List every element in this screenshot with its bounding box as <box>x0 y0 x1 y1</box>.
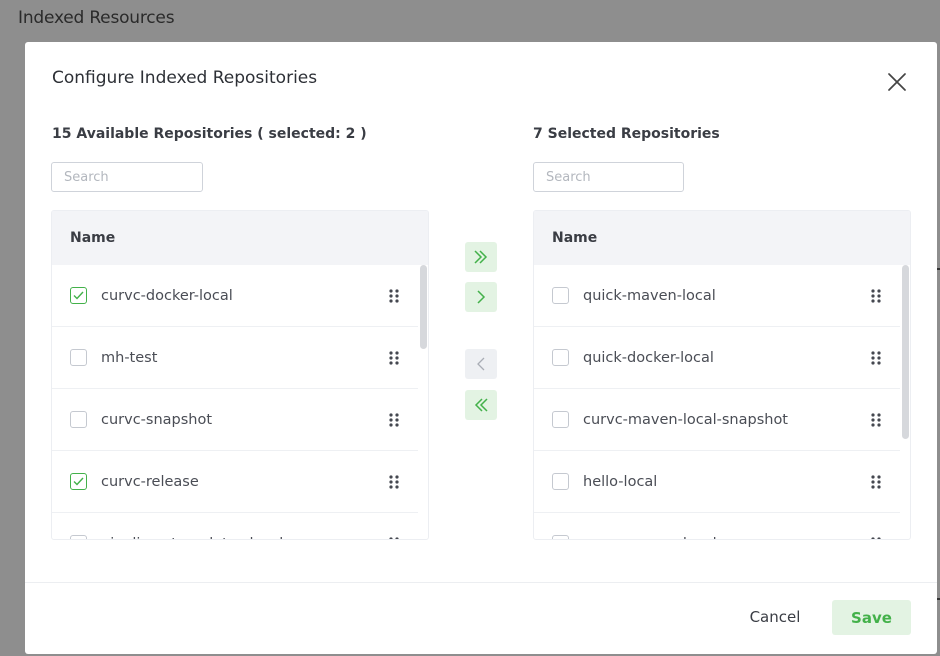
row-label: pipelines-templates-local <box>101 536 283 540</box>
available-scrollbar[interactable] <box>420 265 427 349</box>
close-icon[interactable] <box>884 69 910 95</box>
configure-repositories-dialog: Configure Indexed Repositories 15 Availa… <box>25 42 937 654</box>
row-checkbox[interactable] <box>552 535 569 539</box>
list-item[interactable]: quick-maven-local <box>534 265 900 327</box>
drag-handle-icon[interactable] <box>870 537 882 540</box>
selected-scrollbar[interactable] <box>902 265 909 439</box>
chevron-left-icon <box>477 357 485 371</box>
drag-handle-icon[interactable] <box>388 475 400 489</box>
row-checkbox[interactable] <box>552 473 569 490</box>
row-checkbox[interactable] <box>70 535 87 539</box>
list-item[interactable]: hello-local <box>534 451 900 513</box>
list-item[interactable]: curvc-release <box>52 451 418 513</box>
drag-handle-icon[interactable] <box>388 351 400 365</box>
background-edge-mark <box>937 598 940 600</box>
row-label: curvc-snapshot <box>101 411 213 428</box>
row-label: curvc-maven-local <box>583 536 717 540</box>
double-chevron-left-icon <box>474 398 488 412</box>
row-label: curvc-maven-local-snapshot <box>583 411 788 428</box>
selected-rows[interactable]: quick-maven-local quick-docker-local cur… <box>534 265 910 540</box>
chevron-right-icon <box>477 290 486 304</box>
move-right-button[interactable] <box>465 282 497 312</box>
selected-repositories-heading: 7 Selected Repositories <box>533 126 720 142</box>
drag-handle-icon[interactable] <box>388 413 400 427</box>
row-checkbox[interactable] <box>70 287 87 304</box>
drag-handle-icon[interactable] <box>870 413 882 427</box>
drag-handle-icon[interactable] <box>870 351 882 365</box>
background-page-title: Indexed Resources <box>18 8 175 28</box>
column-header-name: Name <box>52 211 428 265</box>
drag-handle-icon[interactable] <box>870 289 882 303</box>
available-rows[interactable]: curvc-docker-local mh-test curvc-snapsho… <box>52 265 428 540</box>
row-label: quick-maven-local <box>583 287 716 304</box>
move-all-right-button[interactable] <box>465 242 497 272</box>
drag-handle-icon[interactable] <box>388 537 400 540</box>
available-repositories-table: Name curvc-docker-local mh-test curvc-sn… <box>51 210 429 540</box>
drag-handle-icon[interactable] <box>870 475 882 489</box>
double-chevron-right-icon <box>474 250 488 264</box>
selected-search-input[interactable] <box>533 162 684 192</box>
column-header-name: Name <box>534 211 910 265</box>
list-item[interactable]: curvc-maven-local <box>534 513 900 540</box>
row-label: curvc-docker-local <box>101 287 233 304</box>
move-all-left-button[interactable] <box>465 390 497 420</box>
row-label: mh-test <box>101 349 158 366</box>
list-item[interactable]: pipelines-templates-local <box>52 513 418 540</box>
row-checkbox[interactable] <box>70 473 87 490</box>
footer-divider <box>25 582 937 583</box>
move-left-button[interactable] <box>465 349 497 379</box>
list-item[interactable]: quick-docker-local <box>534 327 900 389</box>
selected-repositories-table: Name quick-maven-local quick-docker-loca… <box>533 210 911 540</box>
row-label: curvc-release <box>101 473 199 490</box>
available-search-input[interactable] <box>51 162 203 192</box>
list-item[interactable]: curvc-snapshot <box>52 389 418 451</box>
dialog-title: Configure Indexed Repositories <box>52 68 318 88</box>
list-item[interactable]: mh-test <box>52 327 418 389</box>
row-checkbox[interactable] <box>552 287 569 304</box>
background-edge-mark <box>937 268 940 270</box>
row-checkbox[interactable] <box>552 411 569 428</box>
list-item[interactable]: curvc-maven-local-snapshot <box>534 389 900 451</box>
row-checkbox[interactable] <box>70 411 87 428</box>
row-label: hello-local <box>583 473 658 490</box>
row-checkbox[interactable] <box>70 349 87 366</box>
drag-handle-icon[interactable] <box>388 289 400 303</box>
available-repositories-heading: 15 Available Repositories ( selected: 2 … <box>52 126 367 142</box>
row-checkbox[interactable] <box>552 349 569 366</box>
save-button[interactable]: Save <box>832 600 911 635</box>
list-item[interactable]: curvc-docker-local <box>52 265 418 327</box>
row-label: quick-docker-local <box>583 349 714 366</box>
cancel-button[interactable]: Cancel <box>735 600 815 634</box>
